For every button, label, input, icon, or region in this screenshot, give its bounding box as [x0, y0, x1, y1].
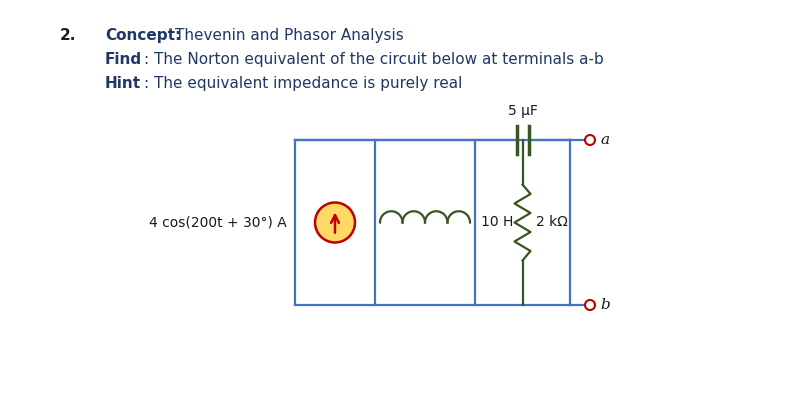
- Text: 10 H: 10 H: [481, 216, 513, 229]
- Text: Find: Find: [105, 52, 142, 67]
- Text: 4 cos(200t + 30°) A: 4 cos(200t + 30°) A: [149, 216, 287, 229]
- Text: 2 kΩ: 2 kΩ: [537, 216, 569, 229]
- Circle shape: [315, 202, 355, 243]
- Text: : The equivalent impedance is purely real: : The equivalent impedance is purely rea…: [144, 76, 462, 91]
- Text: : The Norton equivalent of the circuit below at terminals a-b: : The Norton equivalent of the circuit b…: [144, 52, 604, 67]
- Text: 2.: 2.: [60, 28, 76, 43]
- Text: a: a: [600, 133, 609, 147]
- Text: Thevenin and Phasor Analysis: Thevenin and Phasor Analysis: [175, 28, 404, 43]
- Text: b: b: [600, 298, 610, 312]
- Text: Concept:: Concept:: [105, 28, 181, 43]
- Text: 5 μF: 5 μF: [508, 104, 537, 118]
- Text: Hint: Hint: [105, 76, 141, 91]
